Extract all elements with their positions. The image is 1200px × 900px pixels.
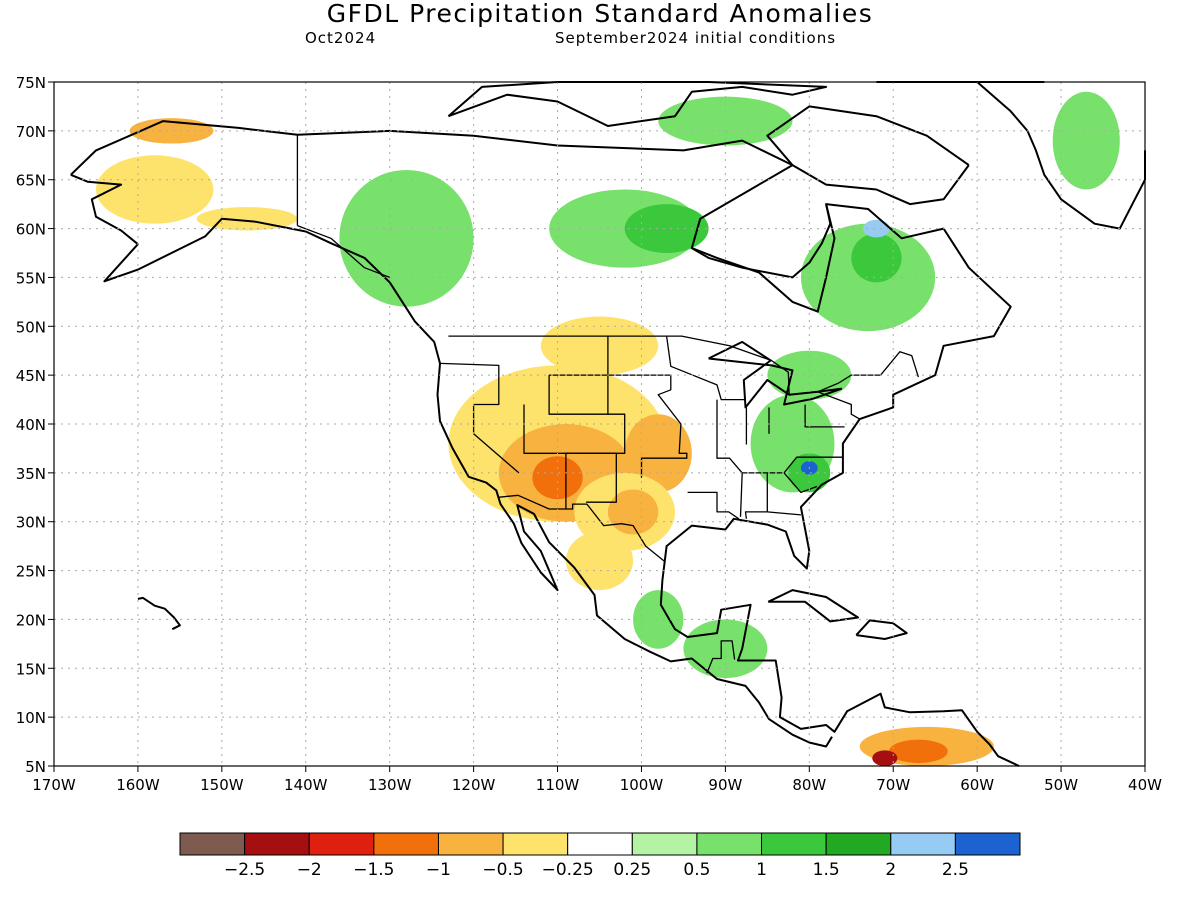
lon-tick-label: 70W bbox=[876, 776, 910, 794]
border-line bbox=[817, 391, 861, 420]
lon-tick-label: 40W bbox=[1128, 776, 1162, 794]
lon-tick-label: 50W bbox=[1044, 776, 1078, 794]
anomaly-mexico-dry bbox=[565, 531, 634, 591]
border-line bbox=[783, 472, 818, 494]
lat-tick-label: 60N bbox=[16, 221, 46, 239]
anomaly-alaska-west bbox=[95, 155, 214, 224]
colorbar-swatch bbox=[437, 832, 504, 856]
lat-tick-label: 75N bbox=[16, 74, 46, 92]
colorbar-swatch bbox=[244, 832, 310, 856]
colorbar-label: 1.5 bbox=[813, 860, 840, 880]
anomaly-southern-mexico-wet bbox=[633, 590, 684, 649]
colorbar-swatch bbox=[373, 832, 439, 856]
colorbar-label: −0.25 bbox=[542, 860, 594, 880]
anomaly-arizona-core bbox=[532, 456, 583, 500]
lat-tick-label: 35N bbox=[16, 465, 46, 483]
lon-tick-label: 170W bbox=[32, 776, 76, 794]
hispaniola bbox=[855, 619, 908, 640]
lat-tick-label: 70N bbox=[16, 123, 46, 141]
border-line bbox=[665, 336, 746, 401]
border-line bbox=[706, 640, 736, 674]
colorbar-swatch bbox=[502, 832, 569, 856]
pacific-coast bbox=[70, 173, 833, 748]
colorbar-swatch bbox=[567, 832, 633, 856]
anomaly-canada-central-core bbox=[624, 204, 709, 253]
lon-tick-label: 150W bbox=[200, 776, 244, 794]
lat-tick-label: 5N bbox=[25, 758, 46, 776]
colorbar-swatch bbox=[696, 832, 763, 856]
colorbar-label: −2 bbox=[297, 860, 322, 880]
colorbar-label: 2.5 bbox=[942, 860, 969, 880]
colorbar-label: 2 bbox=[885, 860, 896, 880]
lat-tick-label: 15N bbox=[16, 660, 46, 678]
anomaly-quebec-core bbox=[851, 233, 902, 283]
colorbar-label: −1.5 bbox=[353, 860, 394, 880]
lat-tick-label: 55N bbox=[16, 269, 46, 287]
forecast-month: Oct2024 bbox=[305, 29, 377, 47]
colorbar-swatch bbox=[890, 832, 956, 856]
lat-tick-label: 65N bbox=[16, 172, 46, 190]
hawaii bbox=[137, 596, 181, 631]
greenland-west bbox=[976, 81, 1146, 230]
lat-tick-label: 45N bbox=[16, 367, 46, 385]
hudson-bay bbox=[691, 203, 832, 279]
baffin-island bbox=[766, 105, 970, 206]
colorbar-swatch bbox=[825, 832, 892, 856]
colorbar-label: −1 bbox=[426, 860, 451, 880]
anomaly-colombia-extreme bbox=[872, 750, 898, 766]
lat-tick-label: 40N bbox=[16, 416, 46, 434]
lon-tick-label: 130W bbox=[368, 776, 412, 794]
border-line bbox=[523, 404, 617, 503]
graticule bbox=[54, 82, 1145, 766]
colorbar-label: 0.5 bbox=[683, 860, 710, 880]
colorbar-swatch bbox=[308, 832, 375, 856]
lat-tick-label: 25N bbox=[16, 563, 46, 581]
lat-tick-label: 30N bbox=[16, 514, 46, 532]
border-line bbox=[804, 404, 845, 428]
colorbar-swatch bbox=[761, 832, 827, 856]
north-america-coast bbox=[70, 120, 1020, 767]
border-line bbox=[297, 224, 390, 279]
anomaly-greenland-east bbox=[1052, 91, 1120, 190]
border-line bbox=[767, 511, 801, 516]
axis-ticks: 170W 160W 150W 140W 130W 120W 110W 100W 90W 80W 70… bbox=[16, 74, 1162, 794]
lat-tick-label: 50N bbox=[16, 318, 46, 336]
colorbar-label: −2.5 bbox=[224, 860, 265, 880]
colorbar-swatch bbox=[179, 832, 246, 856]
colorbar-label: −0.5 bbox=[482, 860, 523, 880]
lon-tick-label: 60W bbox=[960, 776, 994, 794]
lon-tick-label: 110W bbox=[536, 776, 580, 794]
anomaly-northwest-canada bbox=[339, 169, 474, 307]
lon-tick-label: 160W bbox=[116, 776, 160, 794]
border-line bbox=[687, 491, 740, 520]
map-title: GFDL Precipitation Standard Anomalies bbox=[326, 0, 874, 28]
colorbar-swatch bbox=[954, 832, 1021, 856]
lon-tick-label: 80W bbox=[792, 776, 826, 794]
colorbar-label: 1 bbox=[756, 860, 767, 880]
anomaly-prairies-dry bbox=[540, 316, 659, 376]
lat-tick-label: 10N bbox=[16, 709, 46, 727]
anomaly-quebec-wet bbox=[863, 219, 890, 238]
initial-conditions: September2024 initial conditions bbox=[555, 29, 837, 47]
border-line bbox=[565, 413, 626, 509]
border-line bbox=[439, 362, 520, 474]
border-line bbox=[739, 472, 743, 517]
lon-tick-label: 120W bbox=[452, 776, 496, 794]
border-line bbox=[744, 472, 768, 519]
anomaly-arctic-islands bbox=[658, 96, 793, 146]
anomaly-venezuela-core bbox=[889, 739, 948, 764]
lat-tick-label: 20N bbox=[16, 611, 46, 629]
lon-tick-label: 90W bbox=[708, 776, 742, 794]
border-line bbox=[497, 494, 666, 563]
cuba bbox=[767, 589, 859, 623]
anomaly-texas-core bbox=[607, 489, 659, 535]
lon-tick-label: 140W bbox=[284, 776, 328, 794]
colorbar-label: 0.25 bbox=[613, 860, 651, 880]
colorbar: −2.5 −2 −1.5 −1 −0.5 −0.25 0.25 0.5 1 1.5 2 2.5 bbox=[179, 832, 1021, 880]
lon-tick-label: 100W bbox=[620, 776, 664, 794]
coastlines bbox=[70, 81, 1146, 767]
colorbar-swatch bbox=[631, 832, 698, 856]
